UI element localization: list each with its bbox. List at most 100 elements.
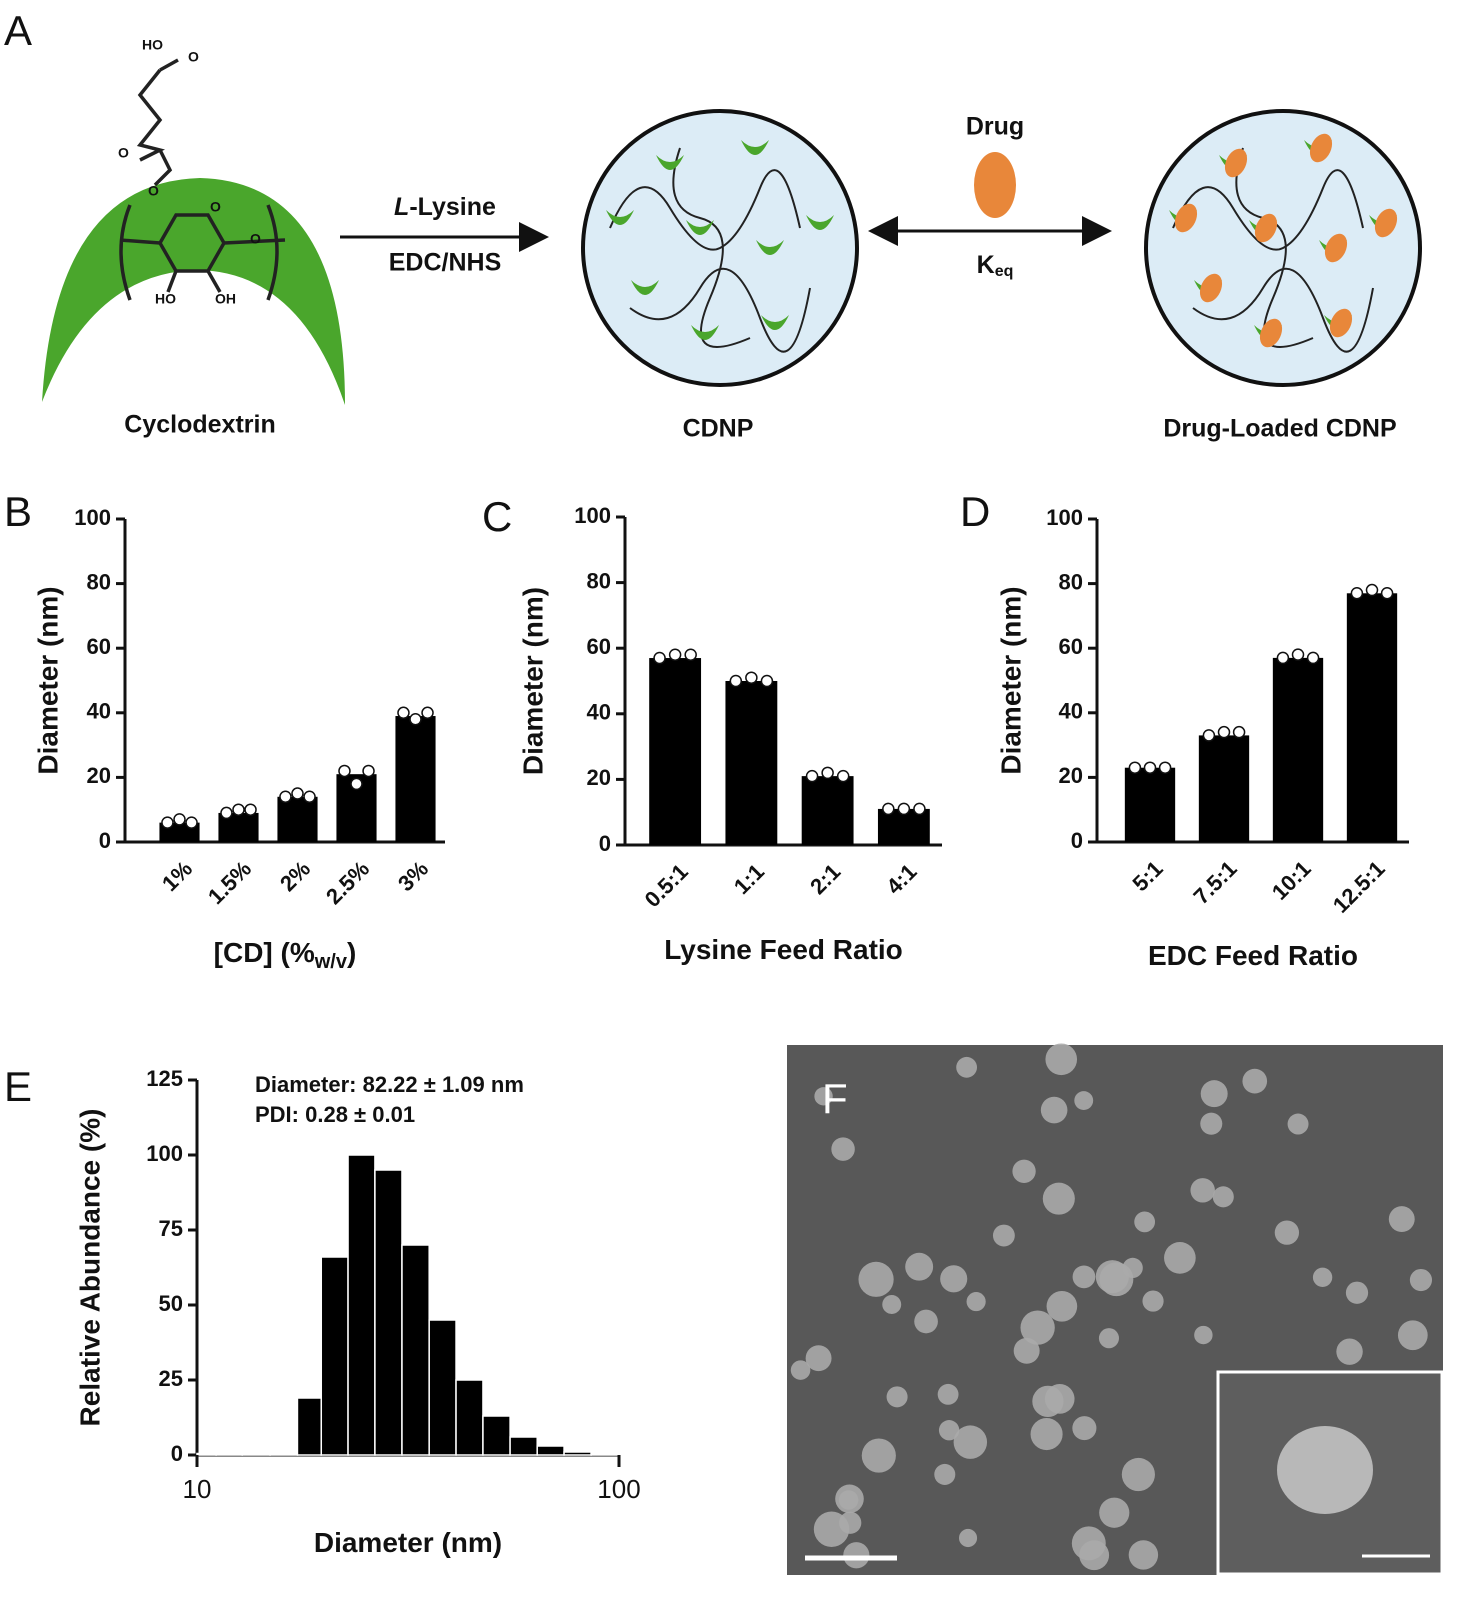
x-axis-label-sub: w/v [314, 951, 348, 973]
particle [1079, 1540, 1110, 1571]
cyclodextrin-unit [686, 220, 714, 235]
bound-drug [1174, 203, 1198, 233]
replicate-point [668, 648, 682, 662]
y-tick-label: 80 [87, 569, 111, 594]
replicate-point [244, 803, 257, 816]
x-axis-label-part: EDC Feed Ratio [1148, 940, 1358, 971]
particle [1242, 1068, 1268, 1094]
particle [1128, 1540, 1159, 1570]
x-tick-label: 3% [393, 856, 433, 896]
inset-particle [1277, 1426, 1373, 1514]
particle [858, 1261, 894, 1297]
particle [843, 1542, 870, 1569]
particle [886, 1386, 908, 1408]
x-axis-label: [CD] (%w/v) [214, 937, 357, 973]
particle [1013, 1337, 1040, 1364]
particle [1212, 1186, 1234, 1208]
replicate-point [303, 790, 316, 804]
y-tick-label: 60 [587, 634, 611, 659]
cyclodextrin-shape [42, 178, 345, 405]
replicate-point [362, 764, 375, 778]
x-axis-label: Diameter (nm) [314, 1527, 502, 1558]
x-tick-label: 12.5:1 [1328, 856, 1390, 918]
y-tick-label: 0 [171, 1441, 183, 1466]
replicate-point [173, 813, 186, 826]
panel-label: E [4, 1063, 32, 1110]
particle [1098, 1328, 1120, 1349]
atom-label: O [250, 231, 261, 247]
cyclodextrin-unit [691, 325, 719, 340]
particle [1200, 1080, 1228, 1108]
histogram-bar [241, 1452, 271, 1456]
cyclodextrin-unit [606, 210, 634, 225]
bar [277, 796, 318, 842]
atom-label: O [210, 199, 221, 215]
atom-label: O [188, 49, 199, 65]
replicate-point [409, 713, 422, 726]
particle [1397, 1320, 1428, 1351]
replicate-point [291, 787, 304, 800]
y-tick-label: 100 [574, 503, 611, 528]
reagent-label: EDC/NHS [389, 249, 502, 277]
bound-drug [1324, 233, 1348, 263]
replicate-point [1291, 648, 1305, 661]
particle [940, 1265, 968, 1293]
particle [1200, 1112, 1223, 1135]
bar [649, 658, 702, 845]
keq-label: Keq [977, 251, 1014, 281]
x-axis-label: EDC Feed Ratio [1148, 940, 1358, 971]
diagram-label: Drug-Loaded CDNP [1163, 415, 1396, 443]
bound-drug [1259, 318, 1283, 348]
bar [395, 716, 436, 842]
replicate-point [338, 764, 351, 778]
x-tick-label: 100 [597, 1474, 640, 1504]
drug-molecule [974, 152, 1016, 218]
bound-drug [1309, 133, 1333, 163]
histogram-bar [536, 1445, 565, 1456]
bound-drug [1224, 148, 1248, 178]
y-tick-label: 100 [74, 505, 111, 530]
replicate-point [1217, 725, 1231, 739]
particle [1142, 1290, 1164, 1312]
replicate-point [805, 769, 819, 783]
x-tick-label: 10 [183, 1474, 212, 1504]
replicate-point [397, 706, 410, 720]
histogram-bar [590, 1452, 620, 1456]
annotation: PDI: 0.28 ± 0.01 [255, 1102, 415, 1127]
histogram-bar [196, 1452, 217, 1456]
y-tick-label: 80 [1059, 569, 1083, 594]
histogram-bar [269, 1452, 299, 1456]
replicate-point [232, 803, 245, 816]
replicate-point [185, 816, 198, 829]
particle [1074, 1091, 1094, 1110]
x-axis-label-part: Lysine Feed Ratio [664, 934, 903, 965]
annotation: Diameter: 82.22 ± 1.09 nm [255, 1072, 524, 1097]
particle [934, 1463, 956, 1485]
replicate-point [1380, 587, 1394, 600]
particle [839, 1511, 862, 1534]
particle [1164, 1242, 1196, 1274]
x-tick-label: 2% [275, 856, 315, 896]
particle [1030, 1418, 1063, 1451]
particle [992, 1224, 1015, 1247]
replicate-point [653, 651, 666, 665]
bound-drug [1199, 273, 1223, 303]
reagent-label: L-Lysine [394, 193, 496, 221]
particle [1046, 1290, 1078, 1322]
replicate-point [1350, 587, 1364, 600]
y-tick-label: 100 [1046, 505, 1083, 530]
bound-drug [1329, 308, 1353, 338]
replicate-point [836, 769, 850, 783]
histogram-bar [401, 1244, 430, 1456]
x-tick-label: 1% [157, 856, 197, 896]
replicate-point [882, 802, 895, 816]
replicate-point [350, 777, 363, 791]
diagram-label: CDNP [683, 415, 754, 443]
replicate-point [684, 648, 697, 662]
histogram-bar [347, 1154, 376, 1456]
particle [805, 1345, 832, 1372]
y-tick-label: 60 [1059, 634, 1083, 659]
y-tick-label: 20 [1059, 763, 1083, 788]
y-tick-label: 0 [599, 831, 611, 856]
y-tick-label: 50 [159, 1291, 183, 1316]
